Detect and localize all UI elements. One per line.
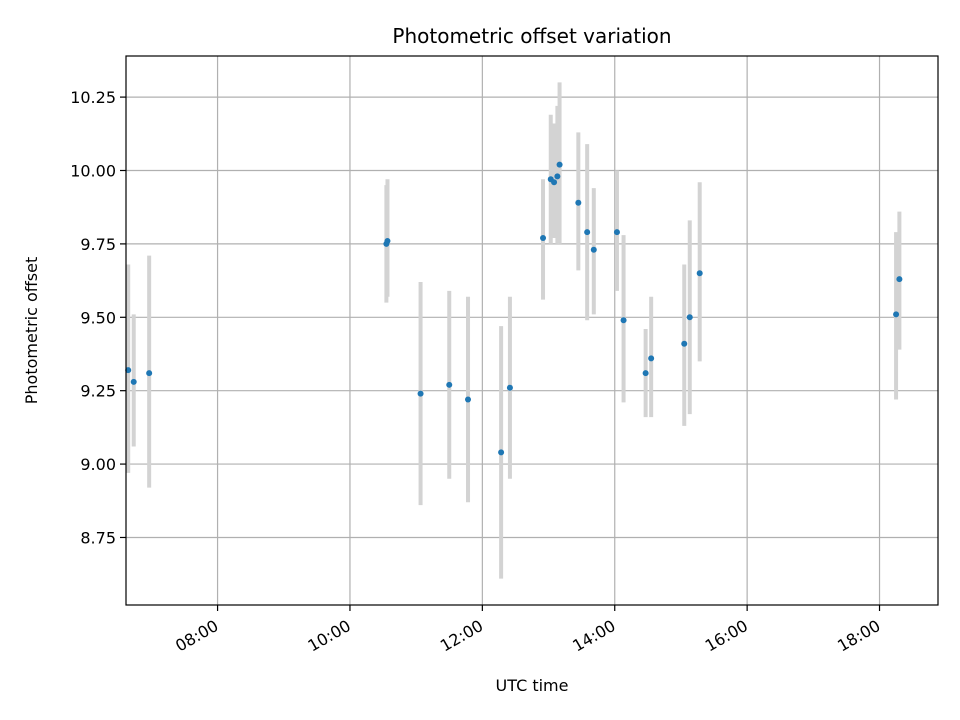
chart-title: Photometric offset variation [392, 24, 671, 48]
data-point [498, 449, 505, 456]
grid-lines [126, 56, 938, 605]
data-point [556, 161, 563, 168]
y-tick-label: 10.25 [70, 88, 116, 107]
y-tick-label: 9.25 [80, 382, 116, 401]
data-point [696, 270, 703, 277]
data-point [417, 390, 424, 397]
y-tick-label: 10.00 [70, 161, 116, 180]
data-point [681, 340, 688, 347]
data-point [893, 311, 900, 318]
y-tick-label: 9.50 [80, 308, 116, 327]
data-point [384, 237, 391, 244]
data-point [125, 367, 132, 374]
x-axis-label: UTC time [496, 676, 569, 695]
data-point [551, 179, 558, 186]
data-point [540, 235, 547, 242]
data-point [446, 381, 453, 388]
data-point [686, 314, 693, 321]
data-point [146, 370, 153, 377]
data-point [506, 384, 513, 391]
y-tick-label: 9.00 [80, 455, 116, 474]
data-point [130, 378, 137, 385]
plot-frame [125, 55, 939, 606]
data-point [648, 355, 655, 362]
data-point [620, 317, 627, 324]
y-axis-label: Photometric offset [22, 257, 41, 405]
data-point [465, 396, 472, 403]
data-point [575, 199, 582, 206]
data-point [613, 229, 620, 236]
data-point [584, 229, 591, 236]
y-tick-label: 9.75 [80, 235, 116, 254]
data-point [896, 276, 903, 283]
data-point [642, 370, 649, 377]
y-tick-label: 8.75 [80, 528, 116, 547]
data-points [125, 161, 903, 456]
data-point [590, 246, 597, 253]
data-point [554, 173, 561, 180]
